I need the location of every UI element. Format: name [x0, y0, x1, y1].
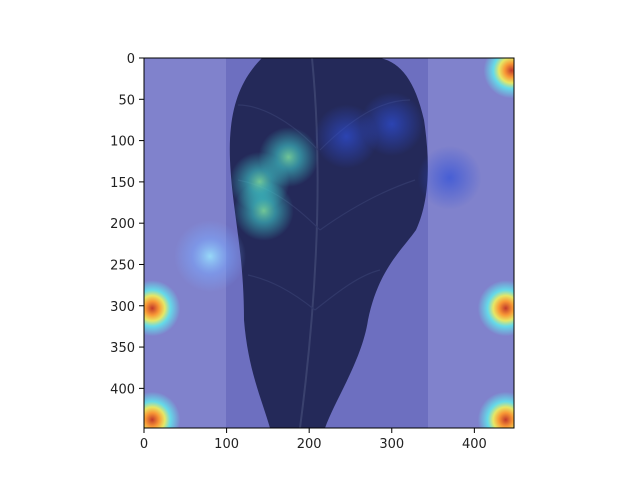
hotspot-4 [477, 391, 514, 428]
y-tick-label: 0 [127, 52, 135, 67]
x-tick-label: 100 [214, 437, 239, 452]
y-tick-label: 100 [110, 135, 135, 150]
right-band [428, 58, 514, 428]
hotspot-8 [258, 127, 319, 188]
leaf-vein [314, 269, 381, 311]
y-tick-label: 50 [118, 93, 135, 108]
y-axis: 0 50 100 150 200 250 300 350 400 [110, 52, 144, 397]
y-tick-label: 150 [110, 176, 135, 191]
plot-area [143, 57, 515, 429]
y-tick-label: 250 [110, 258, 135, 273]
leaf-vein [247, 274, 316, 311]
hotspot-5 [174, 220, 247, 293]
hotspot-3 [144, 391, 181, 428]
y-tick-label: 350 [110, 341, 135, 356]
hotspot-10 [359, 92, 424, 157]
hotspot-1 [144, 280, 181, 337]
leaf-vein [319, 179, 416, 231]
hotspot-11 [417, 145, 482, 210]
y-tick-label: 200 [110, 217, 135, 232]
x-axis: 0 100 200 300 400 [140, 428, 487, 452]
hotspot-layer [144, 58, 514, 428]
y-tick-label: 300 [110, 300, 135, 315]
x-tick-label: 300 [379, 437, 404, 452]
x-tick-label: 400 [462, 437, 487, 452]
leaf-midrib [299, 58, 319, 428]
hotspot-0 [483, 58, 514, 99]
plot-frame [143, 57, 515, 429]
x-tick-label: 0 [140, 437, 148, 452]
hotspot-7 [233, 180, 294, 241]
y-tick-label: 400 [110, 382, 135, 397]
hotspot-2 [477, 280, 514, 337]
x-tick-label: 200 [297, 437, 322, 452]
